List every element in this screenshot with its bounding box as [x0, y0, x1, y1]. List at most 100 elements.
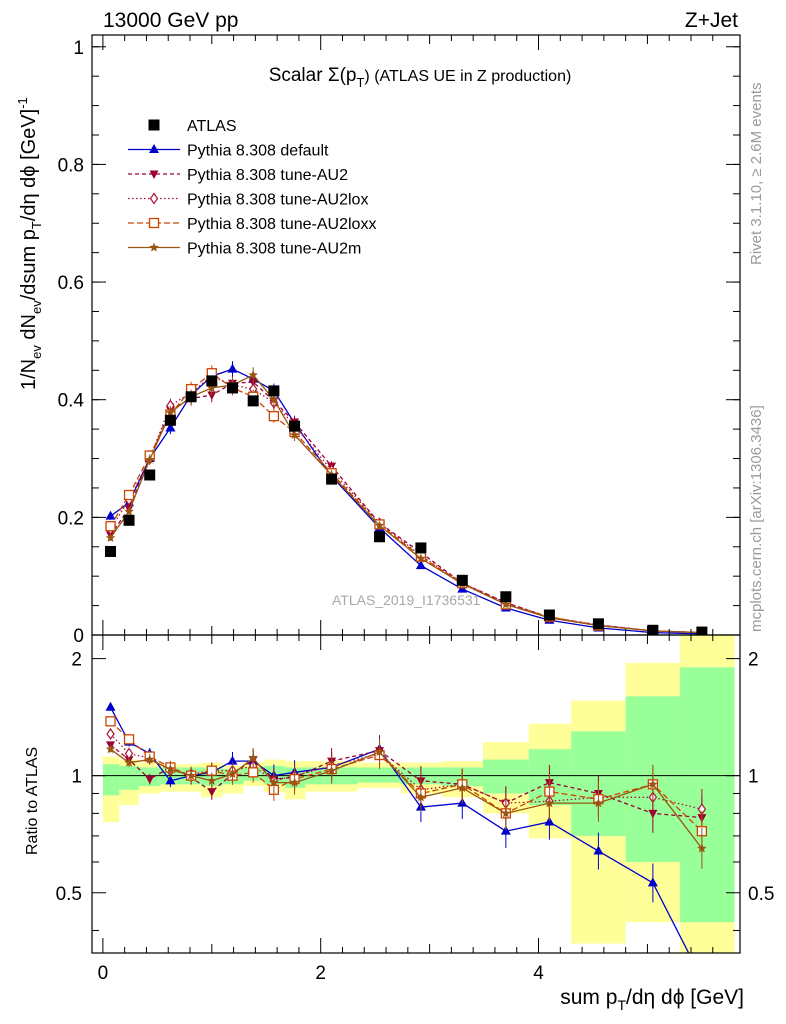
ratio-au2m-point [374, 747, 385, 757]
main-plot-series [105, 361, 708, 635]
main-au2loxx-point [105, 521, 116, 532]
legend: ATLAS Pythia 8.308 default Pythia 8.308 tu… [128, 118, 376, 258]
ratio-y-tick-label: 1 [71, 767, 82, 788]
ratio-y-tick-label: 2 [71, 650, 82, 671]
ratio-band-inner [680, 667, 735, 923]
ratio-au2m-point [648, 779, 658, 789]
legend-marker [149, 144, 159, 153]
legend-label: Pythia 8.308 tune-AU2lox [187, 192, 368, 209]
ratio-au2m-point [186, 770, 196, 780]
ratio-default-point [697, 974, 707, 983]
ratio-uncertainty-bands [102, 635, 735, 953]
ratio-y-axis-label: Ratio to ATLAS [24, 747, 41, 855]
ratio-au2m-point [124, 757, 134, 767]
legend-marker [149, 242, 159, 252]
main-default-point [165, 422, 176, 432]
main-atlas-point [247, 395, 259, 407]
main-y-tick-label: 0.6 [58, 273, 84, 294]
legend-marker [149, 170, 159, 179]
main-atlas-point [164, 414, 176, 426]
main-au2m-point [124, 506, 134, 516]
main-y-tick-label: 1 [73, 38, 84, 59]
main-default-point [227, 363, 238, 373]
ratio-au2m-point [593, 798, 604, 808]
ratio-au2loxx-point [248, 767, 259, 778]
chart-title: Scalar Σ(pT) (ATLAS UE in Z production) [269, 65, 572, 90]
legend-label: Pythia 8.308 tune-AU2 [187, 167, 348, 184]
main-atlas-point [226, 382, 238, 394]
axes: 0 0.2 0.4 0.6 0.8 1 0 2 4 0.5 0.5 1 1 2 2 [56, 35, 774, 984]
main-atlas-point [543, 609, 555, 621]
main-au2m-point [145, 454, 155, 464]
ratio-au2m-point [326, 765, 337, 775]
main-au2m-point [269, 394, 279, 404]
ratio-au2m-point [697, 843, 707, 853]
legend-label: Pythia 8.308 tune-AU2m [187, 241, 361, 258]
ratio-default-point [500, 825, 511, 835]
ratio-plot-frame [91, 634, 741, 954]
legend-marker [148, 217, 160, 229]
ratio-default-point [227, 755, 238, 765]
analysis-watermark: ATLAS_2019_I1736531 [332, 592, 481, 608]
main-au2loxx-point [123, 489, 135, 501]
legend-label: ATLAS [187, 118, 237, 135]
main-au2-point [207, 391, 217, 400]
main-y-axis-label: 1/Nev dNev/dsum pT/dη dϕ [GeV]-1 [15, 97, 44, 390]
ratio-band-inner [102, 764, 120, 796]
main-atlas-point [326, 473, 338, 485]
ratio-au2m-point [248, 753, 258, 763]
ratio-default-point [105, 701, 116, 711]
ratio-au2m-point [289, 777, 300, 787]
mcplots-label: mcplots.cern.ch [arXiv:1306.3436] [748, 405, 765, 632]
ratio-band-inner [119, 765, 139, 790]
main-au2m-point [501, 599, 511, 609]
ratio-au2m-point [105, 744, 116, 754]
main-atlas-point [105, 545, 117, 557]
main-au2m-point [289, 430, 300, 439]
ratio-au2m-point [457, 782, 467, 792]
ratio-au2m-point [544, 798, 555, 808]
ratio-au2m-point [145, 754, 155, 764]
x-tick-label: 2 [315, 963, 326, 984]
ratio-au2-point [145, 775, 155, 785]
main-atlas-point [456, 574, 468, 586]
main-atlas-point [289, 420, 301, 432]
x-tick-label: 4 [533, 963, 544, 984]
ratio-au2loxx-point [123, 734, 135, 745]
legend-marker [148, 119, 160, 131]
ratio-default-point [165, 775, 176, 785]
main-atlas-point [415, 542, 427, 554]
ratio-au2loxx-point [105, 716, 116, 727]
main-atlas-point [185, 391, 197, 403]
header-left: 13000 GeV pp [103, 9, 238, 32]
main-atlas-point [123, 514, 135, 526]
main-y-tick-label: 0 [73, 626, 84, 647]
ratio-y-tick-label: 0.5 [748, 884, 774, 905]
x-axis-label: sum pT/dη dϕ [GeV] [560, 986, 744, 1013]
rivet-label: Rivet 3.1.10, ≥ 2.6M events [748, 83, 765, 266]
main-atlas-point [206, 375, 218, 387]
ratio-au2m-point [165, 764, 176, 774]
ratio-au2m-point [416, 792, 426, 802]
main-default-point [105, 510, 116, 520]
ratio-y-tick-label: 1 [748, 767, 759, 788]
ratio-au2-point [207, 788, 217, 797]
ratio-default-point [593, 845, 604, 855]
main-au2m-point [165, 407, 176, 417]
main-atlas-point [592, 618, 604, 630]
ratio-au2m-point [501, 808, 511, 818]
ratio-au2m-point [227, 769, 238, 778]
main-atlas-point [374, 531, 386, 543]
ratio-au2lox-point [106, 727, 115, 741]
main-atlas-point [144, 469, 156, 481]
main-y-tick-label: 0.8 [58, 155, 84, 176]
ratio-band-inner [357, 767, 402, 783]
x-tick-label: 0 [98, 963, 109, 984]
main-atlas-point [268, 385, 280, 397]
ratio-y-tick-label: 0.5 [56, 884, 82, 905]
legend-marker [149, 192, 159, 205]
main-atlas-point [696, 626, 708, 635]
main-au2m-point [416, 553, 426, 563]
ratio-au2m-point [207, 775, 217, 785]
